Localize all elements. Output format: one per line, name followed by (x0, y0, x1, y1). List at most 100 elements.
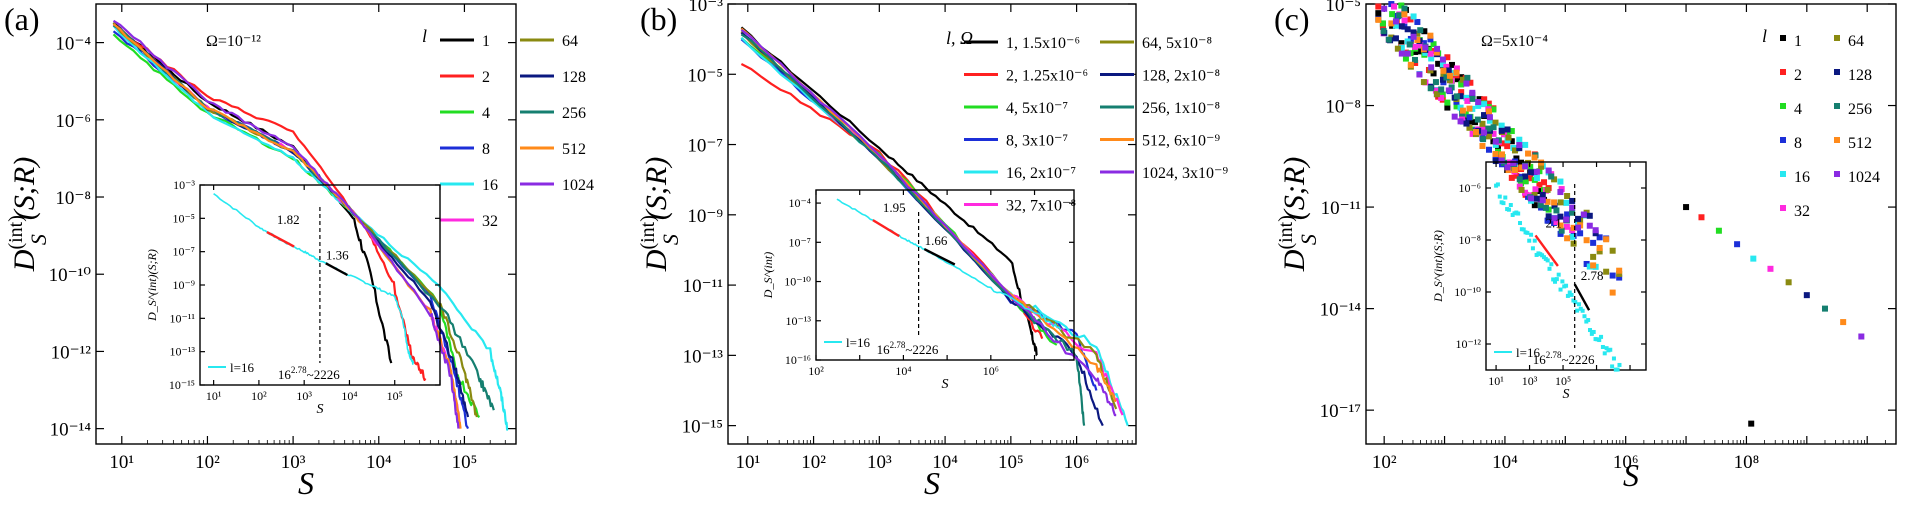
panel0-legend-label: 1 (482, 33, 490, 50)
inset2-point (1600, 344, 1605, 349)
inset0-ytick-label: 10⁻¹¹ (169, 311, 195, 325)
scatter-point (1544, 217, 1551, 224)
scatter-point (1492, 150, 1499, 157)
panel2-legend-label: 4 (1794, 101, 1802, 118)
scatter-point (1577, 230, 1584, 237)
scatter-point (1553, 219, 1560, 226)
panel0-ytick-label: 10⁻¹⁰ (49, 265, 92, 286)
inset2-point (1617, 362, 1622, 367)
panel2-legend-swatch (1834, 103, 1840, 109)
scatter-point (1417, 27, 1424, 34)
inset2-ylabel: D_S^(int)(S;R) (1431, 230, 1445, 303)
inset0-ytick-label: 10⁻¹⁵ (169, 378, 195, 392)
plot-layer: 10¹ 10² 10³ 10⁴ 10⁵ 10⁻⁴ 10⁻⁶ 10⁻⁸ 10⁻¹⁰ 10⁻¹² 10⁻… (5, 0, 1897, 501)
panel0-legend-label: 4 (482, 105, 490, 122)
panel2-legend-label: 256 (1848, 101, 1872, 118)
ylabel-args: (S;R) (8, 157, 41, 220)
scatter-point (1513, 155, 1520, 162)
scatter-point (1544, 186, 1551, 193)
panel2-omega: Ω=5x10⁻⁴ (1481, 33, 1548, 50)
series-line (740, 29, 1117, 417)
series-line (740, 26, 1038, 357)
scatter-point (1510, 160, 1517, 167)
inset2-point (1508, 203, 1513, 208)
inset1-xtick-label: 10⁴ (895, 364, 911, 378)
panel1-legend-label: 4, 5x10⁻⁷ (1006, 100, 1068, 117)
scatter-point (1398, 50, 1405, 57)
scatter-point (1430, 70, 1437, 77)
inset2-point (1501, 201, 1506, 206)
scatter-point (1522, 141, 1529, 148)
scatter-point (1609, 289, 1616, 296)
inset2-xtick-label: 10³ (1522, 374, 1538, 388)
panel-c-label: (c) (1274, 1, 1310, 37)
panel2-frame (1365, 3, 1897, 445)
scatter-point (1504, 164, 1511, 171)
panel1-legend-label: 1, 1.5x10⁻⁶ (1006, 35, 1080, 52)
scatter-point (1603, 236, 1610, 243)
panel2-xtick-label: 10⁶ (1613, 452, 1639, 473)
inset2-point (1576, 302, 1581, 307)
inset2-point (1556, 272, 1561, 277)
inset2-point (1497, 194, 1502, 199)
scatter-point (1375, 10, 1382, 17)
inset2-point (1610, 364, 1615, 369)
panel1-legend-label: 256, 1x10⁻⁸ (1142, 100, 1220, 117)
inset0-fit-red (266, 231, 295, 248)
scatter-point (1463, 120, 1470, 127)
scatter-point (1531, 191, 1538, 198)
inset0-legend-label: l=16 (230, 360, 254, 375)
scatter-point (1410, 33, 1417, 40)
scatter-point (1532, 186, 1539, 193)
scatter-point (1453, 103, 1460, 110)
scatter-point (1459, 114, 1466, 121)
scatter-point (1439, 91, 1446, 98)
ylabel-sub: S (26, 234, 51, 245)
scatter-point (1416, 48, 1423, 55)
scatter-point (1414, 30, 1421, 37)
panel2-legend-swatch (1780, 103, 1786, 109)
scatter-point (1499, 140, 1506, 147)
panel0-xtick-label: 10³ (281, 452, 306, 473)
inset2-point (1530, 246, 1535, 251)
scatter-point (1557, 230, 1564, 237)
scatter-point (1557, 213, 1564, 220)
scatter-point (1427, 67, 1434, 74)
scatter-point (1396, 12, 1403, 19)
inset2-slope-1: 2.1 (1545, 215, 1561, 230)
inset0-ytick-label: 10⁻⁹ (172, 278, 195, 292)
scatter-point (1412, 48, 1419, 55)
scatter-point (1492, 138, 1499, 145)
scatter-point (1551, 199, 1558, 206)
scatter-point (1443, 63, 1450, 70)
scatter-point (1420, 79, 1427, 86)
scatter-point (1564, 235, 1571, 242)
trail-point (1803, 292, 1810, 299)
scatter-point (1474, 116, 1481, 123)
scatter-point (1545, 167, 1552, 174)
inset2-point (1521, 227, 1526, 232)
panel-b-label: (b) (640, 1, 677, 37)
inset2-point (1615, 367, 1620, 372)
panel0-xtick-label: 10² (195, 452, 220, 473)
scatter-point (1513, 172, 1520, 179)
scatter-point (1385, 36, 1392, 43)
panel2-legend-swatch (1780, 171, 1786, 177)
scatter-point (1398, 40, 1405, 47)
scatter-point (1590, 262, 1597, 269)
panel1-xtick-label: 10² (801, 452, 826, 473)
scatter-point (1533, 175, 1540, 182)
series-line (112, 23, 427, 381)
inset0-ytick-label: 10⁻⁵ (172, 211, 195, 225)
scatter-point (1527, 175, 1534, 182)
panel2-xlabel: S (1623, 457, 1639, 493)
panel2-legend-label: 16 (1794, 169, 1810, 186)
scatter-point (1536, 188, 1543, 195)
scatter-point (1443, 74, 1450, 81)
scatter-point (1563, 216, 1570, 223)
scatter-point (1522, 173, 1529, 180)
scatter-point (1444, 54, 1451, 61)
trail-point (1767, 265, 1774, 272)
scatter-point (1551, 215, 1558, 222)
